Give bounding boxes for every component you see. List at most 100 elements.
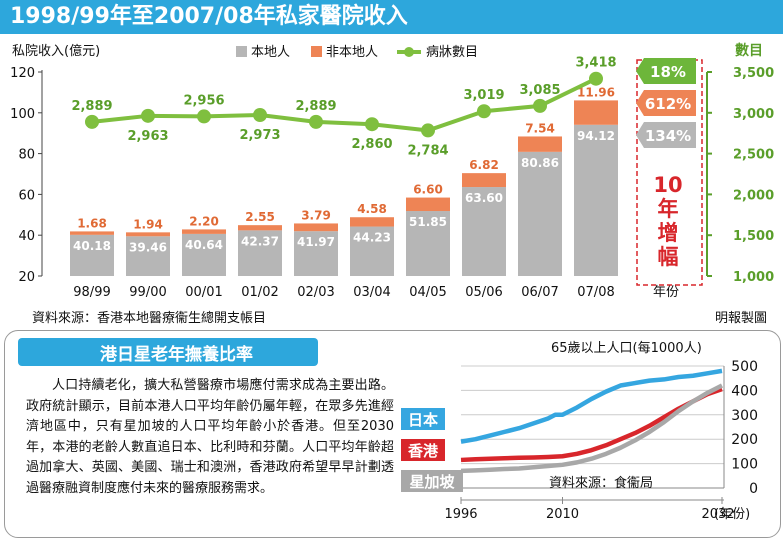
beds-point	[421, 123, 435, 138]
bar-label-local: 41.97	[297, 235, 335, 249]
growth-caption: 年	[658, 197, 679, 221]
beds-point	[141, 108, 155, 123]
aging-tag-bg	[401, 408, 445, 430]
feature-paragraph: 人口持續老化，擴大私營醫療市場應付需求成為主要出路。政府統計顯示，目前本港人口平…	[26, 378, 394, 496]
legend-swatch-local	[236, 46, 247, 57]
growth-caption: 幅	[658, 245, 679, 269]
bar-local-00/01	[182, 233, 226, 276]
aging-y-tick-label: 0	[749, 481, 758, 497]
beds-label: 2,973	[239, 128, 280, 143]
page-title: 1998/99年至2007/08年私家醫院收入	[10, 4, 408, 29]
bar-label-local: 63.60	[465, 191, 503, 205]
x-tick-label: 01/02	[241, 285, 278, 300]
x-tick-label: 04/05	[409, 285, 446, 300]
bar-nonlocal-98/99	[70, 231, 114, 235]
beds-point	[309, 114, 323, 129]
growth-nonlocal: 612%	[645, 95, 691, 113]
bar-label-nonlocal: 7.54	[525, 121, 555, 135]
y-tick-label: 100	[10, 107, 35, 122]
bar-nonlocal-06/07	[518, 136, 562, 152]
bar-local-02/03	[294, 231, 338, 276]
bar-label-nonlocal: 11.96	[577, 85, 615, 99]
chart-source: 資料來源：香港本地醫療衞生總開支帳目	[32, 311, 267, 326]
beds-line	[91, 76, 597, 133]
bar-nonlocal-05/06	[462, 173, 506, 188]
y-tick-label: 20	[18, 270, 35, 285]
beds-point	[85, 114, 99, 129]
aging-line-星加坡	[460, 383, 724, 474]
aging-y-tick-label: 200	[731, 432, 758, 448]
y-tick-label: 120	[10, 66, 35, 81]
aging-tag-bg	[401, 470, 463, 492]
aging-tag-星加坡: 星加坡	[409, 473, 454, 491]
growth-local: 134%	[645, 127, 691, 145]
aging-y-tick-label: 300	[731, 408, 758, 424]
x-tick-label: 98/99	[73, 285, 110, 300]
bar-nonlocal-01/02	[238, 225, 282, 231]
aging-y-tick-label: 100	[731, 457, 758, 473]
growth-local-bg	[636, 122, 696, 148]
x-tick-label: 02/03	[297, 285, 334, 300]
bar-local-05/06	[462, 187, 506, 276]
bar-label-nonlocal: 6.60	[413, 183, 443, 197]
beds-label: 2,963	[127, 129, 168, 144]
bar-local-01/02	[238, 230, 282, 276]
growth-caption: 增	[658, 221, 679, 245]
beds-label: 2,889	[295, 99, 336, 114]
aging-y-tick-label: 500	[731, 359, 758, 375]
aging-chart-title: 65歲以上人口(每1000人)	[551, 340, 702, 356]
beds-point	[197, 109, 211, 124]
bar-nonlocal-04/05	[406, 197, 450, 212]
bar-local-98/99	[70, 234, 114, 276]
beds-label: 2,784	[407, 143, 448, 158]
bar-local-03/04	[350, 226, 394, 276]
y2-tick-label: 3,500	[733, 66, 774, 81]
aging-tag-香港: 香港	[408, 442, 439, 460]
bar-label-local: 39.46	[129, 240, 167, 254]
y2-tick-label: 3,000	[733, 107, 774, 122]
beds-label: 3,019	[463, 88, 504, 103]
x-tick-label: 03/04	[353, 285, 390, 300]
beds-label: 2,860	[351, 137, 392, 152]
y2-tick-label: 1,000	[733, 270, 774, 285]
y2-axis-label: 數目	[735, 42, 763, 59]
x-tick-label: 05/06	[465, 285, 502, 300]
beds-point	[365, 117, 379, 132]
bar-label-local: 94.12	[577, 129, 615, 143]
bar-local-99/00	[126, 236, 170, 276]
bar-label-nonlocal: 3.79	[301, 208, 331, 222]
growth-nonlocal-bg	[636, 90, 696, 116]
y-tick-label: 40	[18, 229, 35, 244]
aging-tag-日本: 日本	[408, 411, 438, 429]
bar-nonlocal-03/04	[350, 217, 394, 227]
beds-point	[589, 71, 603, 86]
bar-local-04/05	[406, 211, 450, 276]
beds-label: 3,418	[575, 56, 616, 71]
beds-label: 3,085	[519, 83, 560, 98]
growth-beds-bg	[636, 58, 696, 84]
panel-title: 港日星老年撫養比率	[100, 345, 253, 365]
bar-label-local: 40.64	[185, 238, 223, 252]
bar-label-local: 40.18	[73, 239, 111, 253]
x-tick-label: 06/07	[521, 285, 558, 300]
x-tick-label: 07/08	[577, 285, 614, 300]
bar-label-local: 42.37	[241, 234, 279, 248]
legend-marker-beds	[404, 47, 414, 57]
y2-tick-label: 2,000	[733, 188, 774, 203]
bar-label-local: 44.23	[353, 231, 391, 245]
bar-nonlocal-99/00	[126, 232, 170, 237]
panel-title-bar	[18, 338, 318, 366]
beds-point	[253, 108, 267, 123]
y-axis-label: 私院收入(億元)	[12, 43, 100, 59]
bar-local-07/08	[574, 124, 618, 276]
legend-swatch-nonlocal	[311, 46, 322, 57]
x-tick-label: 99/00	[129, 285, 166, 300]
bar-label-nonlocal: 1.94	[133, 217, 163, 231]
aging-source: 資料來源：食衞局	[549, 475, 653, 491]
bar-label-local: 80.86	[521, 156, 559, 170]
y2-tick-label: 1,500	[733, 229, 774, 244]
bar-local-06/07	[518, 151, 562, 276]
bar-label-nonlocal: 2.20	[189, 214, 219, 228]
bar-nonlocal-00/01	[182, 229, 226, 234]
